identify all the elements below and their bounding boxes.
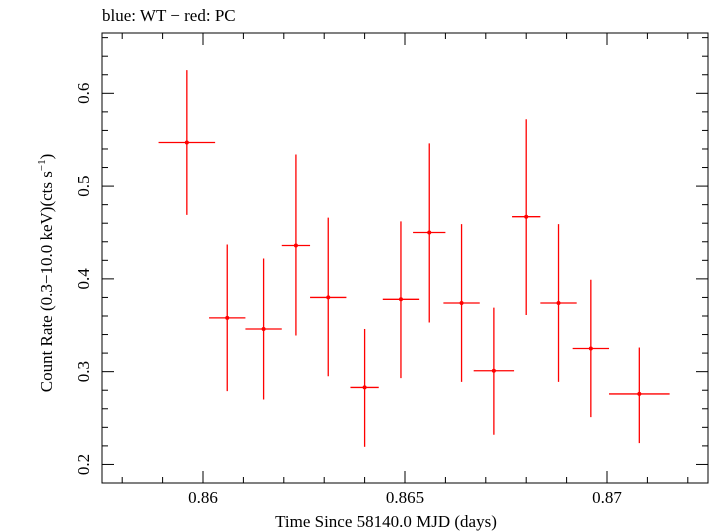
point-marker (293, 243, 298, 248)
y-axis-label-close: ) (37, 154, 56, 160)
plot-axes (101, 32, 709, 484)
point-marker (398, 297, 403, 302)
point-marker (326, 295, 331, 300)
data-point (350, 328, 379, 447)
data-point (473, 307, 515, 435)
y-tick-label: 0.2 (74, 454, 93, 475)
point-marker (225, 315, 230, 320)
y-tick-label: 0.3 (74, 361, 93, 382)
chart-header: blue: WT − red: PC (102, 6, 236, 25)
y-axis-label: Count Rate (0.3−10.0 keV)(cts s−1) (36, 154, 56, 393)
x-tick-label: 0.865 (386, 488, 424, 507)
point-marker (491, 368, 496, 373)
y-axis-label-main: Count Rate (0.3−10.0 keV)(cts s (37, 171, 56, 392)
data-point (382, 221, 420, 379)
data-point (158, 70, 216, 215)
point-marker (588, 346, 593, 351)
point-marker (184, 140, 189, 145)
y-tick-label: 0.6 (74, 83, 93, 104)
point-marker (637, 391, 642, 396)
data-point (443, 224, 480, 382)
data-point (609, 347, 670, 444)
x-tick-label: 0.86 (188, 488, 218, 507)
point-marker (362, 385, 367, 390)
data-point (245, 258, 282, 400)
plot-frame (101, 32, 709, 484)
data-point (512, 119, 541, 316)
data-point (209, 244, 246, 392)
data-point (572, 279, 610, 418)
data-point (281, 154, 311, 336)
data-point (540, 224, 577, 382)
point-marker (459, 301, 464, 305)
point-marker (524, 214, 529, 219)
axis-tick-labels: 0.86 0.865 0.87 0.2 0.3 0.4 0.5 0.6 (74, 83, 622, 507)
y-tick-label: 0.5 (74, 175, 93, 196)
x-tick-label: 0.87 (592, 488, 622, 507)
data-point (310, 217, 347, 377)
data-points (158, 70, 670, 447)
point-marker (261, 326, 266, 331)
axis-ticks (102, 33, 708, 484)
x-axis-label: Time Since 58140.0 MJD (days) (275, 512, 497, 531)
y-axis-label-superscript: −1 (36, 159, 48, 171)
point-marker (556, 301, 561, 305)
y-tick-label: 0.4 (74, 268, 93, 290)
data-point (413, 143, 446, 323)
point-marker (427, 230, 432, 235)
